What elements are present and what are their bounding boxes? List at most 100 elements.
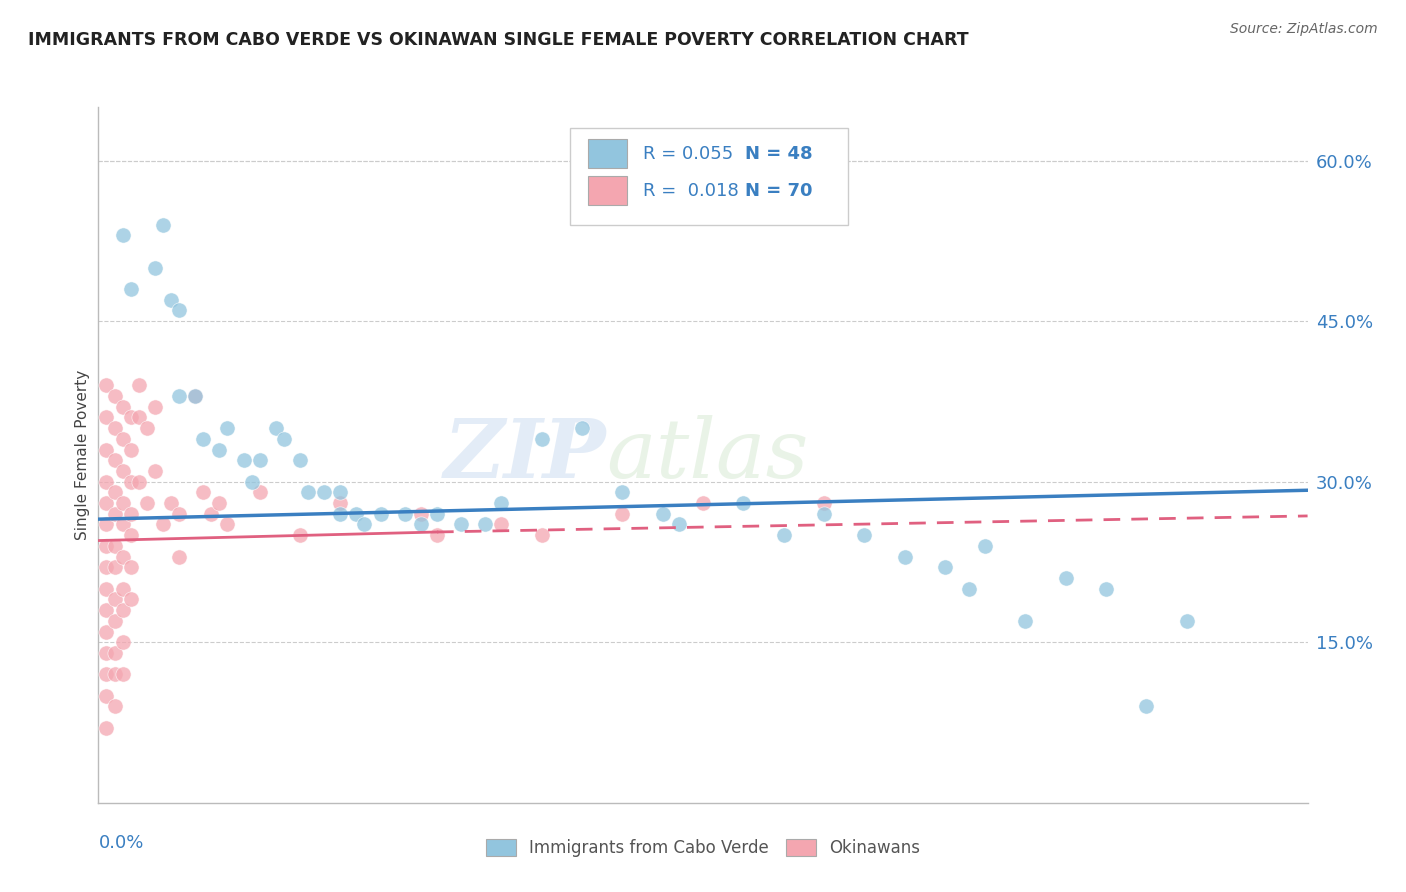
- Legend: Immigrants from Cabo Verde, Okinawans: Immigrants from Cabo Verde, Okinawans: [486, 838, 920, 857]
- Point: [409, 507, 432, 521]
- Point: [314, 485, 336, 500]
- Point: [612, 507, 634, 521]
- Text: R =  0.018: R = 0.018: [643, 182, 738, 200]
- Point: [103, 507, 125, 521]
- Point: [152, 517, 174, 532]
- Point: [103, 485, 125, 500]
- Point: [103, 592, 125, 607]
- Point: [249, 485, 271, 500]
- Point: [167, 549, 190, 564]
- Point: [96, 646, 118, 660]
- Point: [111, 667, 134, 681]
- Y-axis label: Single Female Poverty: Single Female Poverty: [75, 370, 90, 540]
- Point: [103, 667, 125, 681]
- Point: [934, 560, 956, 574]
- Point: [160, 293, 183, 307]
- Point: [96, 689, 118, 703]
- Point: [1095, 582, 1118, 596]
- Point: [143, 260, 166, 275]
- Point: [120, 507, 142, 521]
- Point: [692, 496, 714, 510]
- Point: [96, 496, 118, 510]
- Point: [96, 582, 118, 596]
- Point: [530, 432, 553, 446]
- Point: [329, 496, 352, 510]
- Point: [111, 228, 134, 243]
- Point: [120, 282, 142, 296]
- Text: R = 0.055: R = 0.055: [643, 145, 733, 162]
- Point: [813, 496, 835, 510]
- Point: [103, 699, 125, 714]
- Point: [160, 496, 183, 510]
- Point: [103, 560, 125, 574]
- Point: [813, 507, 835, 521]
- Point: [394, 507, 416, 521]
- Point: [208, 442, 231, 457]
- Point: [232, 453, 254, 467]
- Point: [143, 400, 166, 414]
- Point: [120, 410, 142, 425]
- Point: [103, 646, 125, 660]
- Point: [273, 432, 295, 446]
- Point: [450, 517, 472, 532]
- Point: [111, 464, 134, 478]
- Point: [1175, 614, 1198, 628]
- Point: [128, 475, 150, 489]
- Point: [200, 507, 222, 521]
- Point: [96, 624, 118, 639]
- Point: [128, 410, 150, 425]
- Point: [329, 507, 352, 521]
- Text: ZIP: ZIP: [444, 415, 606, 495]
- Point: [193, 432, 215, 446]
- Point: [111, 496, 134, 510]
- Text: N = 48: N = 48: [745, 145, 813, 162]
- Point: [96, 603, 118, 617]
- Text: N = 70: N = 70: [745, 182, 813, 200]
- Point: [96, 475, 118, 489]
- Point: [135, 421, 157, 435]
- Point: [208, 496, 231, 510]
- Point: [167, 303, 190, 318]
- Point: [184, 389, 207, 403]
- Point: [297, 485, 319, 500]
- Point: [733, 496, 755, 510]
- Point: [474, 517, 496, 532]
- Point: [111, 432, 134, 446]
- Point: [370, 507, 392, 521]
- Point: [103, 539, 125, 553]
- Point: [353, 517, 375, 532]
- Text: 0.0%: 0.0%: [98, 834, 143, 852]
- Point: [217, 517, 239, 532]
- Point: [491, 496, 513, 510]
- Point: [111, 400, 134, 414]
- Point: [426, 507, 449, 521]
- Point: [772, 528, 794, 542]
- Point: [530, 528, 553, 542]
- Text: Source: ZipAtlas.com: Source: ZipAtlas.com: [1230, 22, 1378, 37]
- Point: [571, 421, 593, 435]
- Point: [135, 496, 157, 510]
- Point: [426, 528, 449, 542]
- Point: [409, 517, 432, 532]
- Point: [111, 603, 134, 617]
- Point: [249, 453, 271, 467]
- Point: [128, 378, 150, 392]
- Point: [120, 592, 142, 607]
- Point: [111, 517, 134, 532]
- Text: atlas: atlas: [606, 415, 808, 495]
- Point: [103, 614, 125, 628]
- Text: IMMIGRANTS FROM CABO VERDE VS OKINAWAN SINGLE FEMALE POVERTY CORRELATION CHART: IMMIGRANTS FROM CABO VERDE VS OKINAWAN S…: [28, 31, 969, 49]
- Point: [120, 560, 142, 574]
- Point: [96, 667, 118, 681]
- Point: [96, 517, 118, 532]
- Point: [143, 464, 166, 478]
- Point: [120, 528, 142, 542]
- FancyBboxPatch shape: [569, 128, 848, 226]
- Point: [240, 475, 263, 489]
- Point: [1135, 699, 1157, 714]
- FancyBboxPatch shape: [588, 176, 627, 205]
- Point: [111, 549, 134, 564]
- Point: [853, 528, 876, 542]
- Point: [1054, 571, 1077, 585]
- Point: [668, 517, 690, 532]
